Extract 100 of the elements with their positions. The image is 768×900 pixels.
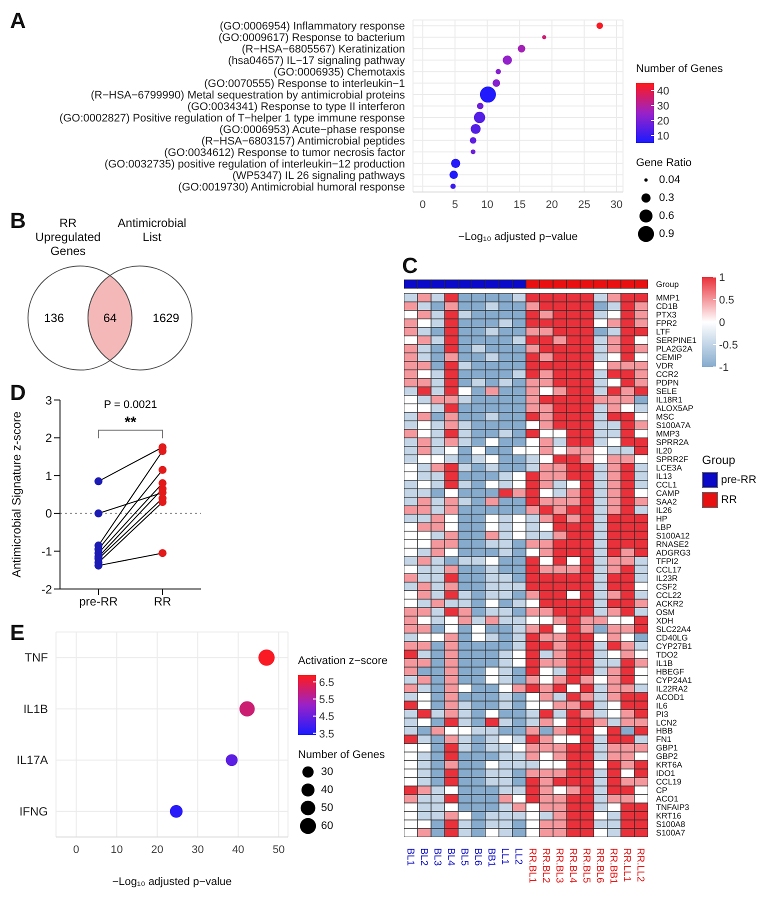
y-tick-label: HP <box>656 514 668 524</box>
chart-title: C <box>402 253 418 279</box>
annotation: P = 0.0021 <box>104 399 158 412</box>
y-tick-label: HBB <box>656 726 674 736</box>
y-tick-label: TNF <box>24 650 48 665</box>
y-tick-label: SAA2 <box>656 497 678 506</box>
x-tick-label: RR.BL6 <box>594 848 606 884</box>
y-tick-label: KRT6A <box>656 760 683 770</box>
x-tick-label: 50 <box>272 844 285 856</box>
x-tick-label: LL1 <box>499 848 510 866</box>
color-bar-label: 1 <box>719 272 726 284</box>
y-tick-label: (GO:0006954) Inflammatory response <box>220 20 405 33</box>
y-tick-label: (R−HSA−6805567) Keratinization <box>242 44 405 56</box>
color-bar-label: 0 <box>719 317 726 329</box>
category-label: Antimicrobial List <box>116 216 188 244</box>
color-bar-title: Number of Genes <box>636 63 723 75</box>
data-label: 136 <box>44 311 64 325</box>
y-tick-label: FPR2 <box>656 319 678 328</box>
y-tick-label: ALOX5AP <box>656 404 694 414</box>
legend-label: 0.6 <box>659 210 674 222</box>
annotation: ** <box>124 414 136 432</box>
y-tick-label: IL18R1 <box>656 396 683 405</box>
legend-label: 0.3 <box>659 192 674 204</box>
y-tick-label: TDO2 <box>656 650 678 660</box>
y-tick-label: GBP2 <box>656 752 678 762</box>
y-tick-label: CEMIP <box>656 353 682 362</box>
y-tick-label: LBP <box>656 522 672 532</box>
y-tick-label: S100A8 <box>656 820 686 830</box>
y-tick-label: MSC <box>656 412 674 422</box>
y-tick-label: IL1B <box>656 658 674 668</box>
y-tick-label: (GO:0006935) Chemotaxis <box>274 66 406 79</box>
x-tick-label: RR.BL4 <box>566 848 578 884</box>
legend-label: 30 <box>321 766 334 778</box>
chart-title: E <box>10 620 25 646</box>
y-tick-label: PTX3 <box>656 310 677 320</box>
color-bar-label: 3.5 <box>319 728 334 740</box>
x-tick-label: LL2 <box>512 848 524 866</box>
y-tick-label: CCL17 <box>656 565 682 574</box>
y-tick-label: IL17A <box>16 753 48 768</box>
y-tick-label: CCL22 <box>656 590 682 600</box>
legend-label: 60 <box>321 820 334 832</box>
color-bar-label: 5.5 <box>319 694 334 706</box>
y-tick-label: IL6 <box>656 701 668 710</box>
y-tick-label: CCL1 <box>656 480 678 490</box>
y-tick-label: IL23R <box>656 574 678 583</box>
x-tick-label: BL6 <box>472 848 484 866</box>
data-label: 1629 <box>152 311 180 325</box>
y-tick-label: CYP27B1 <box>656 642 692 651</box>
legend-title: Group <box>702 453 736 467</box>
y-tick-label: (GO:0002827) Positive regulation of T−helper 1 type immune response <box>59 112 405 124</box>
x-tick-label: BL4 <box>444 848 456 866</box>
y-tick-label: GBP1 <box>656 744 678 753</box>
y-tick-label: IL20 <box>656 446 672 456</box>
x-tick-label: 10 <box>481 198 494 211</box>
color-bar-label: 6.5 <box>319 676 334 689</box>
x-tick-label: RR.LL2 <box>634 848 646 882</box>
y-tick-label: ADGRG3 <box>656 548 692 558</box>
x-tick-label: RR.LL1 <box>621 848 632 882</box>
y-tick-label: CCR2 <box>656 370 679 380</box>
y-tick-label: S100A7 <box>656 828 686 838</box>
y-tick-label: IFNG <box>19 804 48 818</box>
x-tick-label: 10 <box>110 844 123 856</box>
x-tick-label: 20 <box>546 198 558 211</box>
y-tick-label: CCL19 <box>656 778 682 787</box>
y-tick-label: MMP3 <box>656 429 680 438</box>
y-tick-label: (GO:0032735) positive regulation of interleukin−12 production <box>104 158 405 170</box>
y-tick-label: MMP1 <box>656 294 680 303</box>
y-tick-label: CSF2 <box>656 582 678 592</box>
legend-label: 0.9 <box>659 228 674 240</box>
y-tick-label: S100A12 <box>656 531 690 540</box>
y-tick-label: (GO:0070555) Response to interleukin−1 <box>204 78 405 90</box>
y-tick-label: IL13 <box>656 472 672 481</box>
y-tick-label: SPRR2A <box>656 438 690 447</box>
color-bar-label: 20 <box>657 116 670 128</box>
y-tick-label: TNFAIP3 <box>656 803 690 812</box>
y-tick-label: ACKR2 <box>656 599 684 608</box>
y-tick-label: (WP5347) IL 26 signaling pathways <box>232 170 406 182</box>
y-tick-label: SPRR2F <box>656 454 688 464</box>
y-tick-label: (hsa04657) IL−17 signaling pathway <box>228 55 406 68</box>
y-tick-label: TFPI2 <box>656 556 679 566</box>
y-tick-label: LCN2 <box>656 718 678 728</box>
y-tick-label: CD1B <box>656 302 678 312</box>
x-axis-title: −Log₁₀ adjusted p−value <box>457 231 579 243</box>
y-tick-label: FN1 <box>656 735 672 744</box>
y-tick-label: HBEGF <box>656 667 684 676</box>
legend-title: Gene Ratio <box>636 157 693 169</box>
x-tick-label: 5 <box>452 198 458 211</box>
x-tick-label: RR.BB1 <box>608 848 619 885</box>
y-tick-label: CAMP <box>656 488 680 498</box>
x-tick-label: RR.BL1 <box>526 848 538 884</box>
color-bar-label: 4.5 <box>319 711 334 724</box>
y-tick-label: SLC22A4 <box>656 624 692 634</box>
legend-label: 40 <box>321 784 334 796</box>
y-tick-label: XDH <box>656 616 674 626</box>
text: A <box>10 8 26 34</box>
x-tick-label: BB1 <box>486 848 497 868</box>
x-axis-title: −Log₁₀ adjusted p−value <box>111 876 233 888</box>
y-tick-label: (R−HSA−6799990) Metal sequestration by antimicrobial proteins <box>90 90 406 102</box>
y-tick-label: PDPN <box>656 378 679 388</box>
x-tick-label: 0 <box>420 198 426 211</box>
